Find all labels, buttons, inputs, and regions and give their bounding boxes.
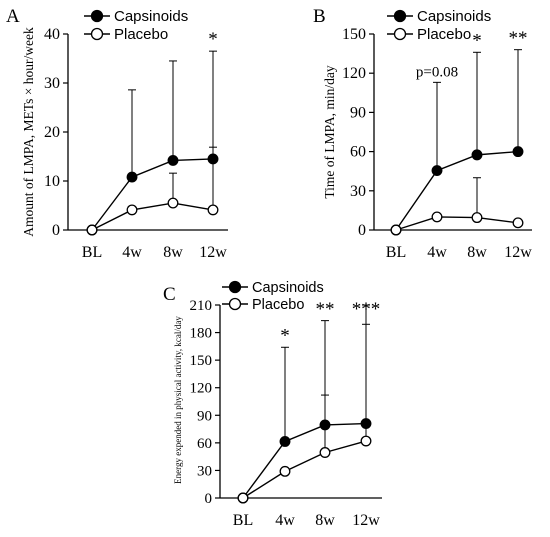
y-tick-label: 120 — [190, 381, 213, 397]
data-point-capsinoids — [431, 165, 443, 176]
legend-marker-capsinoids — [228, 280, 242, 294]
data-point-capsinoids — [207, 153, 219, 165]
y-axis-label: Amount of LMPA, METs × hour/week — [21, 27, 36, 237]
y-tick-label: 0 — [205, 491, 213, 507]
y-tick-label: 20 — [44, 124, 60, 141]
x-tick-label: 8w — [467, 244, 487, 261]
data-point-capsinoids — [471, 149, 483, 161]
data-point-capsinoids — [512, 146, 524, 158]
legend-marker-placebo — [90, 27, 104, 41]
y-axis-label: Time of LMPA, min/day — [322, 65, 337, 199]
legend-marker-placebo — [393, 27, 407, 41]
y-tick-label: 90 — [197, 408, 212, 424]
chart-panel-a: A 0 10 20 30 40 BL 4w 8w 12w Amount of LMPA, METs … — [6, 6, 228, 261]
significance-annotation: * — [280, 325, 290, 346]
series-line-placebo — [242, 440, 367, 499]
series-line-capsinoids — [395, 150, 519, 231]
x-tick-label: 8w — [163, 244, 183, 261]
data-point-placebo — [126, 204, 138, 216]
y-tick-label: 30 — [197, 463, 212, 479]
data-point-placebo — [279, 465, 291, 477]
chart-panel-c: C 0 30 60 90 120 150 180 210 BL 4w 8w 12w Energy expe… — [163, 280, 382, 529]
y-tick-label: 210 — [190, 298, 213, 314]
data-point-placebo — [390, 224, 402, 236]
y-tick-label: 90 — [350, 104, 366, 121]
legend-marker-placebo — [228, 297, 242, 311]
x-tick-label: 12w — [504, 244, 532, 261]
y-tick-label: 10 — [44, 173, 60, 190]
x-tick-label: 4w — [427, 244, 447, 261]
legend-label-placebo: Placebo — [417, 26, 471, 43]
y-tick-label: 60 — [197, 436, 212, 452]
chart-panel-b: B 0 30 60 90 120 150 BL 4w 8w 12w Time of LMPA, min… — [313, 6, 532, 261]
legend-label-capsinoids: Capsinoids — [114, 8, 188, 25]
y-tick-label: 60 — [350, 144, 366, 161]
x-tick-label: 4w — [275, 512, 295, 529]
x-tick-label: 4w — [122, 244, 142, 261]
x-tick-label: BL — [386, 244, 406, 261]
legend-label-capsinoids: Capsinoids — [252, 280, 324, 296]
y-tick-label: 0 — [52, 222, 60, 239]
panel-label-b: B — [313, 6, 326, 27]
significance-annotation: ** — [316, 299, 335, 320]
series-line-capsinoids — [91, 158, 214, 231]
data-point-placebo — [431, 211, 443, 223]
data-point-capsinoids — [167, 154, 179, 166]
y-tick-label: 40 — [44, 26, 60, 43]
data-point-placebo — [207, 204, 219, 216]
panel-label-c: C — [163, 284, 176, 305]
data-point-capsinoids — [279, 436, 291, 447]
x-tick-label: 12w — [352, 512, 380, 529]
legend-label-placebo: Placebo — [252, 297, 304, 313]
data-point-placebo — [512, 217, 524, 229]
data-point-placebo — [237, 492, 249, 504]
significance-annotation: p=0.08 — [416, 64, 458, 80]
data-point-placebo — [167, 197, 179, 209]
data-point-placebo — [360, 435, 372, 447]
legend-label-placebo: Placebo — [114, 26, 168, 43]
y-tick-label: 0 — [358, 222, 366, 239]
data-point-placebo — [86, 224, 98, 236]
legend-marker-capsinoids — [393, 9, 407, 23]
data-point-capsinoids — [360, 418, 372, 430]
y-tick-label: 180 — [190, 326, 213, 342]
x-tick-label: 12w — [199, 244, 227, 261]
y-tick-label: 150 — [190, 353, 213, 369]
series-line-placebo — [91, 202, 214, 231]
data-point-capsinoids — [319, 419, 331, 431]
y-tick-label: 30 — [44, 75, 60, 92]
significance-annotation: * — [472, 30, 482, 51]
x-tick-label: 8w — [315, 512, 335, 529]
y-axis-label: Energy expended in physical activity, kc… — [173, 316, 183, 484]
x-tick-label: BL — [82, 244, 102, 261]
series-line-capsinoids — [242, 422, 367, 499]
y-tick-label: 150 — [342, 26, 366, 43]
legend-label-capsinoids: Capsinoids — [417, 8, 491, 25]
significance-annotation: ** — [509, 28, 528, 49]
panel-label-a: A — [6, 6, 20, 27]
y-tick-label: 120 — [342, 65, 366, 82]
x-tick-label: BL — [233, 512, 253, 529]
y-tick-label: 30 — [350, 183, 366, 200]
data-point-placebo — [319, 447, 331, 458]
series-line-placebo — [395, 216, 519, 231]
data-point-capsinoids — [126, 171, 138, 183]
legend-marker-capsinoids — [90, 9, 104, 23]
data-point-placebo — [471, 212, 483, 224]
significance-annotation: *** — [352, 299, 381, 320]
significance-annotation: * — [208, 29, 218, 50]
